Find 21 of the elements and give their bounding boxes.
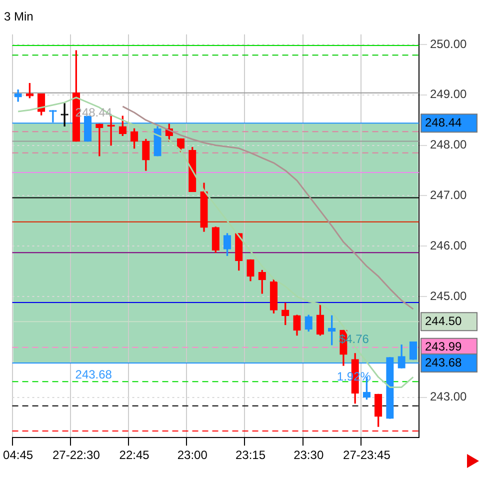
ref-line-label: 243.99 [425, 340, 462, 354]
y-tick-label: 245.00 [430, 288, 468, 303]
x-tick-label: 23:00 [177, 448, 208, 462]
x-tick-label: 23:30 [294, 448, 324, 462]
y-tick-label: 247.00 [430, 188, 468, 202]
y-tick-label: 243.00 [430, 390, 468, 404]
x-tick-label: 04:45 [3, 448, 34, 462]
x-tick-label: 27-23:45 [343, 448, 391, 462]
annotation: 243.68 [75, 367, 112, 382]
y-tick-label: 250.00 [430, 36, 468, 51]
x-tick-label: 27-22:30 [52, 448, 100, 462]
x-tick-label: 23:15 [235, 448, 266, 462]
ref-line-label: 243.68 [425, 355, 462, 370]
y-tick-label: 249.00 [430, 87, 468, 102]
y-tick-label: 248.00 [430, 138, 468, 152]
chart-title: 3 Min [4, 10, 34, 24]
y-tick-label: 246.00 [430, 238, 468, 252]
candlestick [60, 103, 68, 126]
ref-line-label: 244.50 [425, 314, 462, 328]
ref-line-label: 248.44 [425, 115, 462, 130]
x-tick-label: 22:45 [119, 448, 150, 462]
